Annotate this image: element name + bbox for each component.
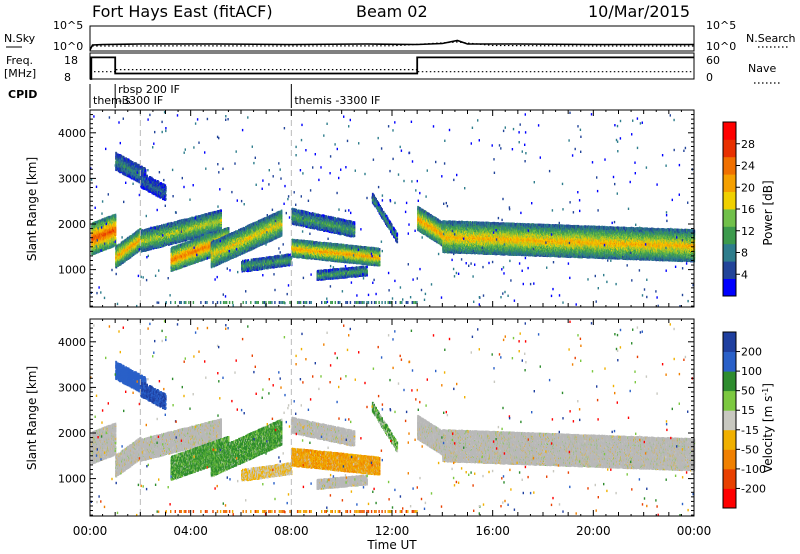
power-colorbar-swatch-6 — [723, 174, 736, 192]
velocity-colorbar-tick-5: -50 — [741, 443, 759, 456]
freq-left-tick-top: 18 — [64, 54, 78, 67]
velocity-colorbar-swatch-2 — [723, 449, 736, 469]
velocity-colorbar-swatch-4 — [723, 410, 736, 430]
time-tick-4: 16:00 — [475, 524, 510, 538]
power-ytick-1: 2000 — [58, 218, 86, 231]
time-axis: 00:00 04:00 08:00 12:00 16:00 20:00 00:00 — [73, 524, 712, 538]
velocity-colorbar-swatch-1 — [723, 469, 736, 489]
freq-left-label: Freq. — [6, 54, 33, 67]
station-title: Fort Hays East (fitACF) — [92, 2, 273, 21]
power-colorbar-swatch-8 — [723, 139, 736, 157]
power-ytick-0: 1000 — [58, 264, 86, 277]
power-colorbar-tick-3: 16 — [741, 203, 755, 216]
velocity-colorbar-label: Velocity [m s-1] — [761, 383, 776, 473]
power-ytick-3: 4000 — [58, 127, 86, 140]
power-panel-frame — [90, 110, 694, 307]
power-colorbar-tick-4: 12 — [741, 225, 755, 238]
power-colorbar-tick-2: 20 — [741, 181, 755, 194]
freq-right-tick-top: 60 — [706, 54, 720, 67]
power-colorbar-label: Power [dB] — [761, 180, 775, 245]
power-panel: 1000 2000 3000 4000 Slant Range [km] — [25, 110, 695, 307]
power-colorbar-swatch-4 — [723, 209, 736, 227]
freq-series-0 — [90, 57, 694, 79]
velocity-ytick-1: 2000 — [58, 427, 86, 440]
power-ytick-2: 3000 — [58, 172, 86, 185]
power-colorbar-swatch-5 — [723, 192, 736, 210]
freq-left-tick-bottom: 8 — [64, 71, 71, 84]
noise-left-label: N.Sky — [4, 32, 36, 45]
freq-right-tick-bottom: 0 — [706, 71, 713, 84]
time-tick-6: 00:00 — [677, 524, 712, 538]
velocity-colorbar-swatch-8 — [723, 332, 736, 352]
noise-right-label: N.Search — [746, 32, 796, 45]
power-colorbar-swatch-3 — [723, 226, 736, 244]
power-colorbar-swatch-7 — [723, 157, 736, 175]
velocity-panel: 1000 2000 3000 4000 Slant Range [km] — [25, 319, 695, 516]
power-colorbar-swatch-2 — [723, 244, 736, 262]
noise-right-tick-bottom: 10^0 — [706, 40, 736, 53]
velocity-colorbar-swatch-6 — [723, 371, 736, 391]
velocity-colorbar-swatch-7 — [723, 352, 736, 372]
date-label: 10/Mar/2015 — [588, 2, 690, 21]
velocity-ytick-3: 4000 — [58, 336, 86, 349]
noise-left-tick-top: 10^5 — [53, 19, 83, 32]
cpid-label2-1: -3300 IF — [118, 94, 163, 107]
power-colorbar-tick-1: 24 — [741, 160, 755, 173]
noise-series-1 — [90, 42, 694, 50]
power-colorbar-tick-5: 8 — [741, 247, 748, 260]
velocity-colorbar-tick-2: 50 — [741, 385, 755, 398]
radar-summary-figure: Fort Hays East (fitACF) Beam 02 10/Mar/2… — [0, 0, 800, 554]
velocity-colorbar-tick-0: 200 — [741, 346, 762, 359]
velocity-ytick-2: 3000 — [58, 381, 86, 394]
velocity-panel-frame — [90, 319, 694, 516]
freq-series-1 — [90, 70, 694, 72]
cpid-label-2: themis -3300 IF — [294, 94, 380, 107]
noise-left-tick-bottom: 10^0 — [53, 40, 83, 53]
power-colorbar-swatch-1 — [723, 261, 736, 279]
beam-label: Beam 02 — [356, 2, 428, 21]
time-tick-0: 00:00 — [73, 524, 108, 538]
noise-panel-frame — [90, 26, 694, 51]
power-ylabel: Slant Range [km] — [25, 157, 39, 261]
velocity-colorbar-swatch-3 — [723, 430, 736, 450]
power-colorbar-swatch-9 — [723, 122, 736, 140]
power-colorbar: 28 24 20 16 12 8 4 Power [dB] — [723, 122, 775, 296]
velocity-ytick-0: 1000 — [58, 473, 86, 486]
power-colorbar-tick-0: 28 — [741, 138, 755, 151]
velocity-ylabel: Slant Range [km] — [25, 366, 39, 470]
noise-panel: N.Sky 10^5 10^0 10^5 10^0 N.Search — [4, 19, 796, 53]
time-tick-2: 08:00 — [274, 524, 309, 538]
time-tick-1: 04:00 — [173, 524, 208, 538]
time-axis-label: Time UT — [366, 538, 417, 552]
power-colorbar-tick-6: 4 — [741, 268, 748, 281]
velocity-colorbar-tick-7: -200 — [741, 482, 766, 495]
freq-left-units: [MHz] — [4, 67, 36, 80]
time-tick-5: 20:00 — [576, 524, 611, 538]
frequency-panel: Freq. [MHz] 18 8 60 0 Nave — [4, 53, 780, 84]
time-tick-3: 12:00 — [375, 524, 410, 538]
noise-right-tick-top: 10^5 — [706, 19, 736, 32]
freq-right-label: Nave — [748, 62, 776, 75]
velocity-colorbar-tick-4: -15 — [741, 424, 759, 437]
velocity-colorbar-tick-3: 15 — [741, 404, 755, 417]
cpid-label: CPID — [8, 88, 37, 101]
velocity-colorbar-swatch-0 — [723, 488, 736, 508]
power-colorbar-swatch-0 — [723, 279, 736, 297]
velocity-colorbar-tick-1: 100 — [741, 365, 762, 378]
velocity-colorbar-swatch-5 — [723, 391, 736, 411]
